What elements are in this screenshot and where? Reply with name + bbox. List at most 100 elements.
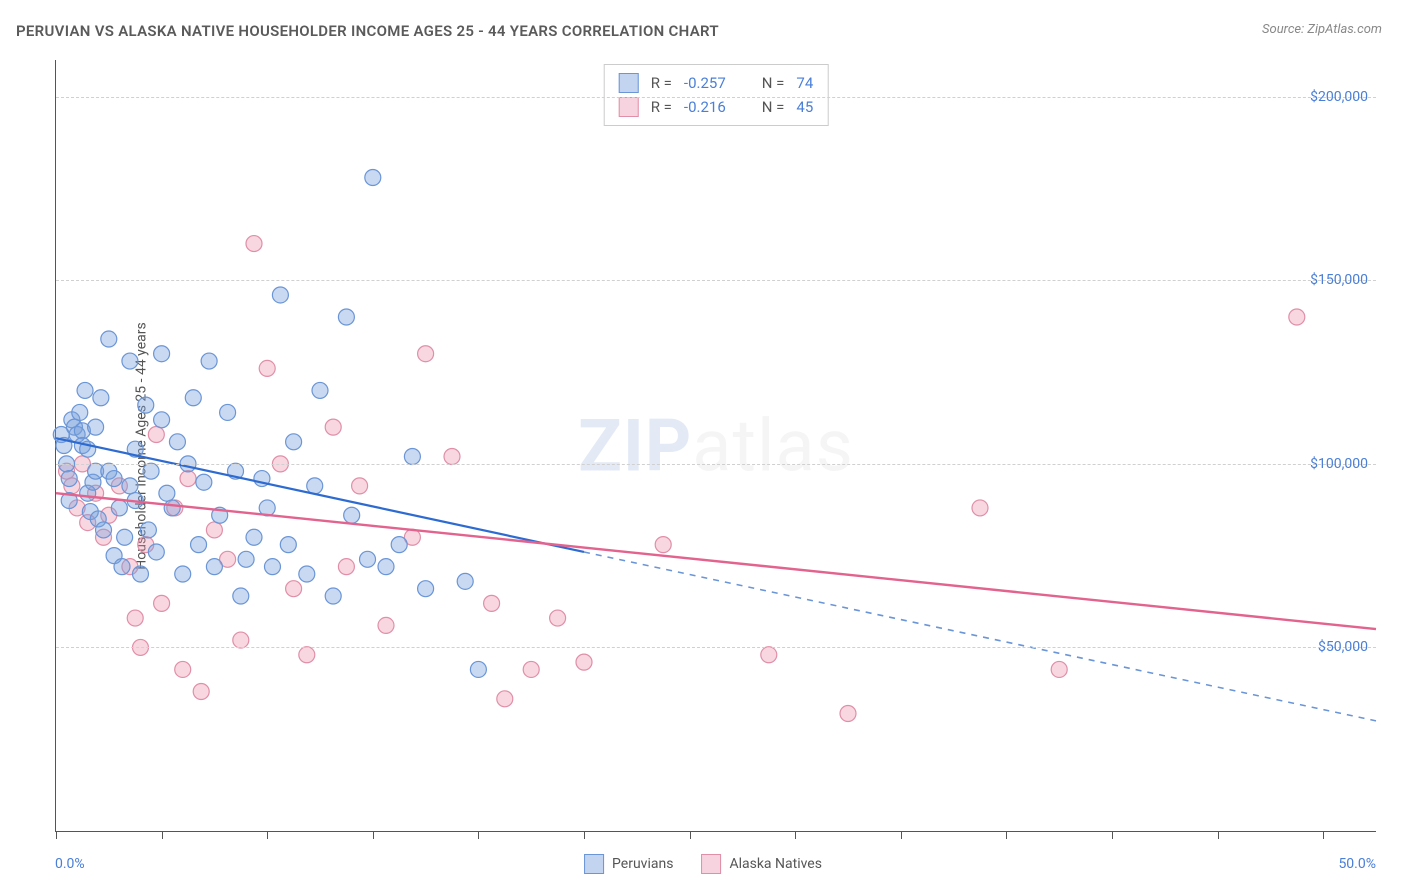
- data-point-pink: [338, 559, 354, 575]
- data-point-pink: [1051, 661, 1067, 677]
- source-label: Source: ZipAtlas.com: [1262, 22, 1382, 37]
- data-point-blue: [299, 566, 315, 582]
- data-point-blue: [378, 559, 394, 575]
- x-tick: [901, 831, 902, 839]
- data-point-pink: [286, 581, 302, 597]
- data-point-pink: [761, 647, 777, 663]
- data-point-blue: [185, 390, 201, 406]
- data-point-blue: [196, 474, 212, 490]
- correlation-chart: PERUVIAN VS ALASKA NATIVE HOUSEHOLDER IN…: [0, 0, 1406, 892]
- x-axis-max-label: 50.0%: [1338, 856, 1376, 872]
- data-point-pink: [206, 522, 222, 538]
- data-point-pink: [325, 419, 341, 435]
- legend-label: Peruvians: [612, 856, 673, 872]
- data-point-pink: [193, 683, 209, 699]
- data-point-blue: [88, 419, 104, 435]
- data-point-blue: [312, 382, 328, 398]
- x-tick: [1323, 831, 1324, 839]
- data-point-blue: [169, 434, 185, 450]
- gridline: [56, 647, 1376, 648]
- y-tick-label: $150,000: [1310, 272, 1368, 288]
- data-point-blue: [280, 537, 296, 553]
- data-point-pink: [299, 647, 315, 663]
- data-point-pink: [148, 426, 164, 442]
- data-point-blue: [175, 566, 191, 582]
- data-point-pink: [180, 471, 196, 487]
- data-point-blue: [286, 434, 302, 450]
- data-point-pink: [175, 661, 191, 677]
- trendline-blue-extrapolated: [584, 552, 1376, 721]
- data-point-blue: [365, 169, 381, 185]
- gridline: [56, 280, 1376, 281]
- swatch-pink-icon: [701, 854, 721, 874]
- data-point-pink: [233, 632, 249, 648]
- data-point-blue: [418, 581, 434, 597]
- data-point-pink: [246, 236, 262, 252]
- data-point-blue: [338, 309, 354, 325]
- data-point-pink: [655, 537, 671, 553]
- y-tick-label: $200,000: [1310, 89, 1368, 105]
- data-point-blue: [164, 500, 180, 516]
- data-point-blue: [344, 507, 360, 523]
- data-point-blue: [264, 559, 280, 575]
- data-point-blue: [140, 522, 156, 538]
- gridline: [56, 97, 1376, 98]
- data-point-blue: [470, 661, 486, 677]
- data-point-blue: [325, 588, 341, 604]
- data-point-blue: [96, 522, 112, 538]
- data-point-blue: [238, 551, 254, 567]
- data-point-blue: [246, 529, 262, 545]
- data-point-pink: [154, 595, 170, 611]
- data-point-pink: [444, 449, 460, 465]
- x-tick: [1218, 831, 1219, 839]
- data-point-pink: [259, 360, 275, 376]
- x-tick: [1006, 831, 1007, 839]
- data-point-blue: [101, 331, 117, 347]
- x-tick: [795, 831, 796, 839]
- data-point-pink: [352, 478, 368, 494]
- data-point-blue: [201, 353, 217, 369]
- data-point-pink: [840, 706, 856, 722]
- data-point-blue: [272, 287, 288, 303]
- data-point-pink: [497, 691, 513, 707]
- data-point-pink: [418, 346, 434, 362]
- x-tick: [1112, 831, 1113, 839]
- data-point-pink: [523, 661, 539, 677]
- data-point-blue: [206, 559, 222, 575]
- legend-item: Alaska Natives: [701, 854, 822, 874]
- data-point-blue: [307, 478, 323, 494]
- legend-label: Alaska Natives: [729, 856, 822, 872]
- y-tick-label: $50,000: [1318, 639, 1368, 655]
- data-point-blue: [122, 478, 138, 494]
- legend-item: Peruvians: [584, 854, 673, 874]
- data-point-blue: [148, 544, 164, 560]
- data-point-blue: [117, 529, 133, 545]
- chart-title: PERUVIAN VS ALASKA NATIVE HOUSEHOLDER IN…: [16, 22, 719, 40]
- plot-svg: [56, 60, 1376, 831]
- x-axis-min-label: 0.0%: [55, 856, 85, 872]
- data-point-pink: [550, 610, 566, 626]
- data-point-blue: [77, 382, 93, 398]
- data-point-pink: [484, 595, 500, 611]
- x-tick: [478, 831, 479, 839]
- data-point-blue: [111, 500, 127, 516]
- swatch-blue-icon: [584, 854, 604, 874]
- y-tick-label: $100,000: [1310, 456, 1368, 472]
- x-tick: [56, 831, 57, 839]
- data-point-blue: [220, 404, 236, 420]
- x-tick: [373, 831, 374, 839]
- data-point-pink: [576, 654, 592, 670]
- x-tick: [162, 831, 163, 839]
- plot-area: ZIPatlas R = -0.257 N = 74 R = -0.216 N …: [55, 60, 1376, 832]
- data-point-blue: [122, 353, 138, 369]
- x-tick: [584, 831, 585, 839]
- data-point-pink: [1289, 309, 1305, 325]
- data-point-pink: [972, 500, 988, 516]
- x-tick: [690, 831, 691, 839]
- data-point-pink: [378, 617, 394, 633]
- data-point-blue: [72, 404, 88, 420]
- data-point-blue: [159, 485, 175, 501]
- data-point-pink: [127, 610, 143, 626]
- data-point-blue: [404, 449, 420, 465]
- gridline: [56, 464, 1376, 465]
